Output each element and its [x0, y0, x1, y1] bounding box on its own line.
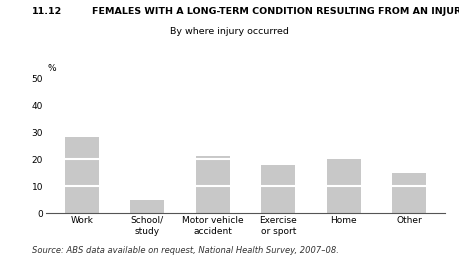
Text: 11.12: 11.12 [32, 6, 62, 16]
Bar [196, 157, 230, 159]
Bar [261, 165, 295, 186]
Bar [392, 173, 426, 186]
Bar [392, 186, 426, 213]
Bar [327, 186, 361, 213]
Bar [261, 186, 295, 213]
Bar [196, 186, 230, 213]
Bar [65, 186, 99, 213]
Bar [130, 200, 164, 213]
Text: FEMALES WITH A LONG-TERM CONDITION RESULTING FROM AN INJURY,: FEMALES WITH A LONG-TERM CONDITION RESUL… [92, 6, 459, 16]
Bar [65, 138, 99, 159]
Bar [327, 159, 361, 186]
Text: By where injury occurred: By where injury occurred [170, 27, 289, 36]
Bar [65, 159, 99, 186]
Bar [196, 159, 230, 186]
Text: %: % [47, 64, 56, 73]
Text: Source: ABS data available on request, National Health Survey, 2007–08.: Source: ABS data available on request, N… [32, 246, 339, 255]
